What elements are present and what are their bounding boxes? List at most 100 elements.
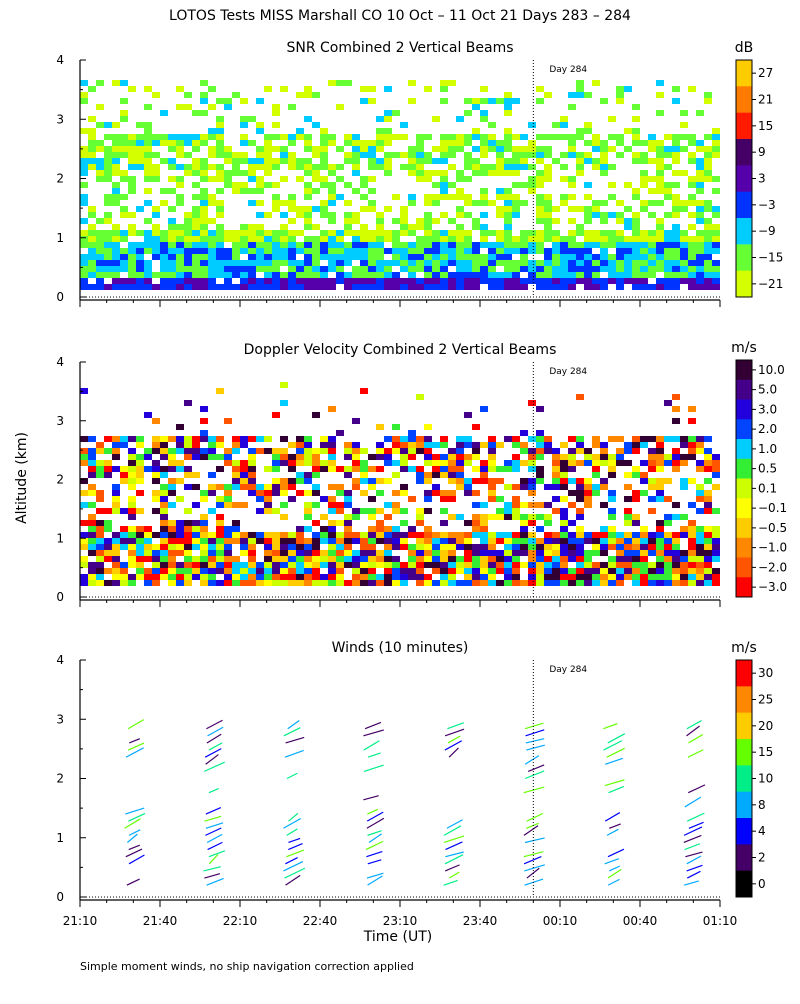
data-cell: [512, 260, 520, 266]
data-cell: [344, 538, 352, 544]
data-cell: [648, 200, 656, 206]
data-cell: [208, 230, 216, 236]
data-cell: [600, 266, 608, 272]
data-cell: [304, 272, 312, 278]
data-cell: [624, 508, 632, 514]
colorbar-swatch: [736, 577, 752, 598]
data-cell: [192, 212, 200, 218]
data-cell: [216, 272, 224, 278]
data-cell: [600, 170, 608, 176]
data-cell: [544, 254, 552, 260]
data-cell: [496, 260, 504, 266]
data-cell: [184, 400, 192, 406]
data-cell: [240, 116, 248, 122]
data-cell: [304, 454, 312, 460]
data-cell: [400, 532, 408, 538]
data-cell: [480, 236, 488, 242]
data-cell: [632, 104, 640, 110]
data-cell: [504, 224, 512, 230]
data-cell: [608, 260, 616, 266]
data-cell: [128, 574, 136, 580]
data-cell: [424, 200, 432, 206]
data-cell: [424, 86, 432, 92]
data-cell: [128, 140, 136, 146]
data-cell: [320, 284, 328, 290]
data-cell: [656, 110, 664, 116]
data-cell: [136, 574, 144, 580]
data-cell: [368, 556, 376, 562]
data-cell: [592, 562, 600, 568]
data-cell: [456, 556, 464, 562]
data-cell: [224, 496, 232, 502]
data-cell: [88, 574, 96, 580]
data-cell: [480, 272, 488, 278]
data-cell: [576, 538, 584, 544]
data-cell: [304, 86, 312, 92]
data-cell: [472, 224, 480, 230]
data-cell: [512, 170, 520, 176]
data-cell: [360, 388, 368, 394]
data-cell: [160, 454, 168, 460]
data-cell: [448, 152, 456, 158]
data-cell: [160, 188, 168, 194]
data-cell: [224, 146, 232, 152]
data-cell: [424, 170, 432, 176]
data-cell: [208, 574, 216, 580]
data-cell: [536, 550, 544, 556]
data-cell: [432, 454, 440, 460]
data-cell: [168, 436, 176, 442]
data-cell: [672, 206, 680, 212]
data-cell: [472, 164, 480, 170]
data-cell: [144, 526, 152, 532]
data-cell: [504, 236, 512, 242]
data-cell: [216, 242, 224, 248]
data-cell: [200, 568, 208, 574]
data-cell: [208, 152, 216, 158]
data-cell: [104, 194, 112, 200]
data-cell: [96, 526, 104, 532]
data-cell: [144, 164, 152, 170]
data-cell: [128, 134, 136, 140]
data-cell: [216, 266, 224, 272]
data-cell: [176, 164, 184, 170]
data-cell: [648, 538, 656, 544]
data-cell: [448, 254, 456, 260]
data-cell: [456, 236, 464, 242]
data-cell: [712, 212, 720, 218]
data-cell: [296, 92, 304, 98]
colorbar-swatch: [736, 270, 752, 298]
data-cell: [208, 86, 216, 92]
data-cell: [672, 394, 680, 400]
data-cell: [264, 242, 272, 248]
data-cell: [416, 140, 424, 146]
wind-barb: [128, 829, 141, 836]
data-cell: [568, 460, 576, 466]
data-cell: [160, 532, 168, 538]
data-cell: [552, 122, 560, 128]
data-cell: [96, 550, 104, 556]
data-cell: [704, 146, 712, 152]
data-cell: [560, 134, 568, 140]
data-cell: [680, 260, 688, 266]
wind-barb: [124, 818, 141, 829]
data-cell: [528, 176, 536, 182]
data-cell: [376, 532, 384, 538]
data-cell: [704, 538, 712, 544]
data-cell: [672, 86, 680, 92]
data-cell: [520, 158, 528, 164]
data-cell: [320, 146, 328, 152]
data-cell: [416, 514, 424, 520]
data-cell: [400, 206, 408, 212]
data-cell: [600, 538, 608, 544]
data-cell: [528, 146, 536, 152]
data-cell: [584, 538, 592, 544]
data-cell: [312, 520, 320, 526]
data-cell: [632, 538, 640, 544]
data-cell: [280, 176, 288, 182]
data-cell: [160, 490, 168, 496]
data-cell: [456, 224, 464, 230]
data-cell: [536, 448, 544, 454]
data-cell: [144, 580, 152, 586]
data-cell: [488, 562, 496, 568]
data-cell: [96, 164, 104, 170]
